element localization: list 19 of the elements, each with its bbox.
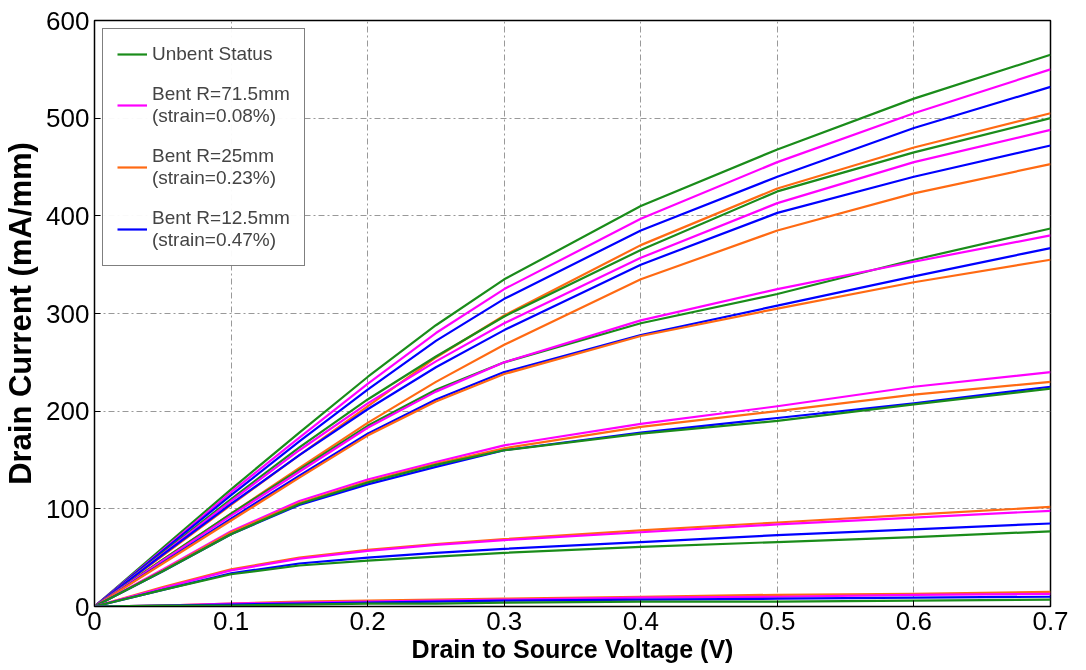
x-tick-label: 0.2 [349,605,386,636]
x-tick-label: 0.5 [759,605,796,636]
x-axis-title: Drain to Source Voltage (V) [411,634,734,663]
x-tick-label: 0.7 [1032,605,1069,636]
y-tick-label: 200 [46,396,90,427]
y-tick-label: 600 [46,5,90,36]
y-tick-label: 500 [46,103,90,134]
legend-label: Bent R=71.5mm (strain=0.08%) [152,83,290,127]
y-tick-label: 300 [46,298,90,329]
x-tick-label: 0.6 [895,605,933,636]
x-tick-label: 0.4 [622,605,659,636]
y-tick-label: 400 [46,200,90,231]
y-tick-label: 100 [46,493,90,524]
legend-label: Bent R=25mm (strain=0.23%) [152,145,277,189]
y-axis-title: Drain Current (mA/mm) [3,142,39,485]
x-tick-label: 0.1 [213,605,250,636]
legend-label: Unbent Status [152,43,273,65]
legend-label: Bent R=12.5mm (strain=0.47%) [152,207,290,251]
x-tick-label: 0.3 [486,605,523,636]
